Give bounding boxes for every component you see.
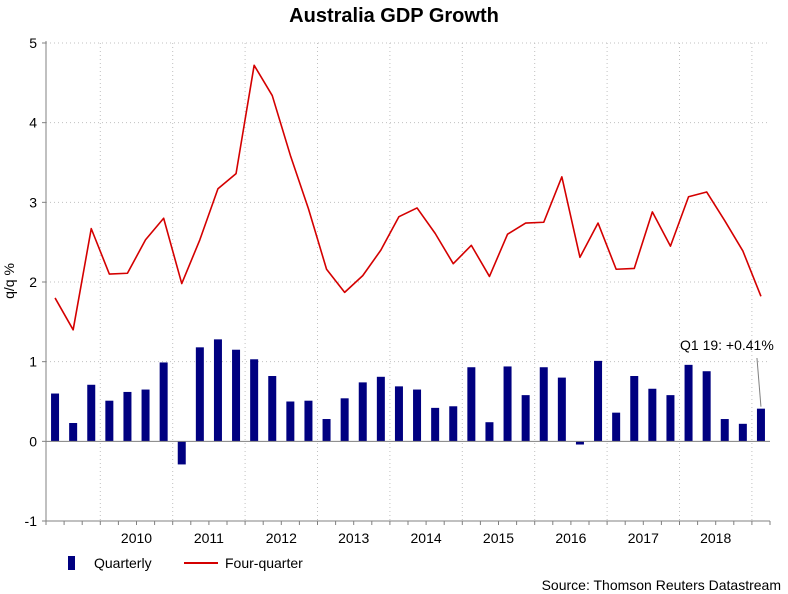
annotation-leader [756,357,762,407]
bar-q1-11 [177,441,186,465]
bar-q2-10 [123,391,132,442]
x-tick-label: 2010 [121,530,152,546]
bar-q1-13 [322,419,331,442]
y-tick-label: -1 [25,513,38,529]
x-tick-label: 2014 [411,530,442,546]
bar-q1-16 [539,367,548,442]
x-tick-label: 2018 [700,530,731,546]
bar-q3-09 [69,423,78,442]
bar-q3-15 [503,366,512,442]
y-axis-ticks: -1 0 1 2 3 4 5 [25,35,46,529]
bar-q4-16 [594,360,603,442]
x-tick-label: 2011 [194,530,224,546]
bar-q1-18 [684,364,693,442]
bar-q1-17 [612,412,621,442]
bar-q1-12 [250,359,259,442]
y-tick-label: 3 [29,194,37,210]
bar-q4-15 [521,395,530,442]
y-tick-label: 1 [29,354,37,370]
x-tick-label: 2016 [555,530,586,546]
bar-q1-15 [467,367,476,442]
bar-q3-14 [431,407,440,442]
bar-q3-10 [141,389,150,442]
legend-swatch-quarterly [68,556,75,570]
bar-q4-10 [159,362,168,442]
x-tick-label: 2017 [628,530,659,546]
y-axis-label: q/q % [1,263,17,299]
bar-q3-18 [720,419,729,442]
bar-q2-16 [557,377,566,442]
x-tick-label: 2012 [266,530,297,546]
bar-q3-11 [213,339,222,442]
x-tick-label: 2013 [338,530,369,546]
annotation: Q1 19: +0.41% [680,337,774,407]
bar-q4-09 [87,384,96,442]
bar-q2-17 [630,376,639,442]
bar-q2-15 [485,422,494,442]
bar-q1-19 [756,408,765,442]
bar-q4-12 [304,400,313,442]
bar-q3-13 [358,382,367,442]
bar-q2-12 [268,376,277,442]
axes [45,41,770,522]
chart-title: Australia GDP Growth [289,5,499,27]
bar-q4-13 [376,376,385,442]
legend-label-quarterly: Quarterly [94,555,152,571]
bar-q4-14 [449,406,458,442]
bar-q2-09 [51,393,60,442]
bar-q2-11 [195,347,204,442]
legend-label-four-quarter: Four-quarter [225,555,303,571]
quarterly-bars [51,339,765,465]
bar-q2-14 [413,389,422,442]
y-tick-label: 2 [29,274,37,290]
y-tick-label: 5 [29,35,37,51]
line-four-quarter [54,64,762,331]
source-note: Source: Thomson Reuters Datastream [542,577,781,593]
y-tick-label: 0 [29,433,37,449]
bar-q4-17 [666,395,675,442]
bar-q4-18 [738,423,747,442]
bar-q1-14 [394,386,403,442]
bar-q2-13 [340,398,349,442]
bar-q1-10 [105,400,114,442]
legend: Quarterly Four-quarter [68,555,303,571]
bar-q3-17 [648,388,657,442]
four-quarter-line [54,64,762,331]
x-tick-label: 2015 [483,530,514,546]
bar-q2-18 [702,371,711,442]
bar-q4-11 [232,349,241,442]
grid-lines [46,42,770,522]
bar-q3-12 [286,401,295,442]
x-axis-ticks: 2010 2011 2012 2013 2014 2015 2016 2017 2018 [45,521,771,546]
annotation-text: Q1 19: +0.41% [680,337,774,353]
bar-q3-16 [575,441,584,445]
y-tick-label: 4 [29,115,37,131]
